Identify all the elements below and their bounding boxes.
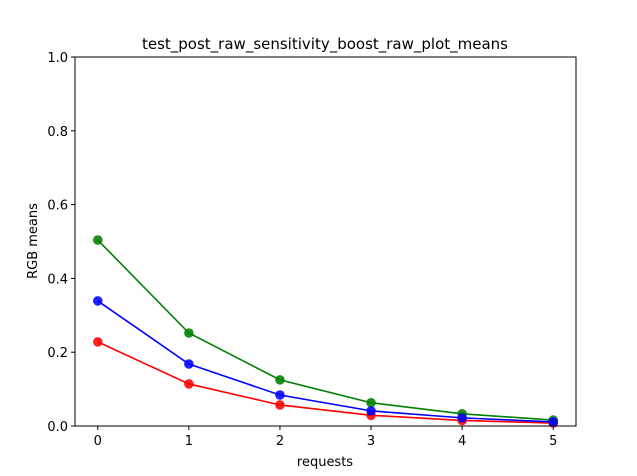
plot-frame <box>74 56 577 427</box>
data-point <box>184 359 194 369</box>
y-tick-label: 0.6 <box>47 199 68 214</box>
x-tick-label: 1 <box>185 434 193 449</box>
y-tick-label: 0.8 <box>47 125 68 140</box>
data-point <box>275 400 285 410</box>
data-point <box>275 375 285 385</box>
series-1 <box>92 235 559 425</box>
y-tick-label: 0.2 <box>47 346 68 361</box>
series-2 <box>92 296 559 427</box>
data-point <box>548 417 559 427</box>
data-point <box>275 390 285 400</box>
data-point <box>92 296 103 306</box>
series-line <box>97 239 554 421</box>
series-0 <box>92 337 559 428</box>
series-line <box>97 341 554 424</box>
x-axis-label: requests <box>297 455 353 470</box>
data-point <box>92 235 103 245</box>
data-point <box>366 397 376 408</box>
x-tick-label: 5 <box>549 434 557 449</box>
x-tick-label: 3 <box>367 434 375 449</box>
data-point <box>184 328 194 338</box>
y-tick-label: 0.0 <box>47 420 68 435</box>
data-point <box>184 379 194 389</box>
chart-title: test_post_raw_sensitivity_boost_raw_plot… <box>142 35 508 54</box>
series-line <box>97 300 554 423</box>
x-tick-label: 0 <box>94 434 102 449</box>
x-tick-label: 4 <box>458 434 466 449</box>
y-axis-label: RGB means <box>26 203 41 279</box>
y-tick-label: 0.4 <box>47 272 68 287</box>
x-tick-label: 2 <box>276 434 284 449</box>
data-point <box>457 413 467 423</box>
y-tick-label: 1.0 <box>47 51 68 66</box>
data-point <box>366 406 376 416</box>
data-point <box>92 337 103 347</box>
